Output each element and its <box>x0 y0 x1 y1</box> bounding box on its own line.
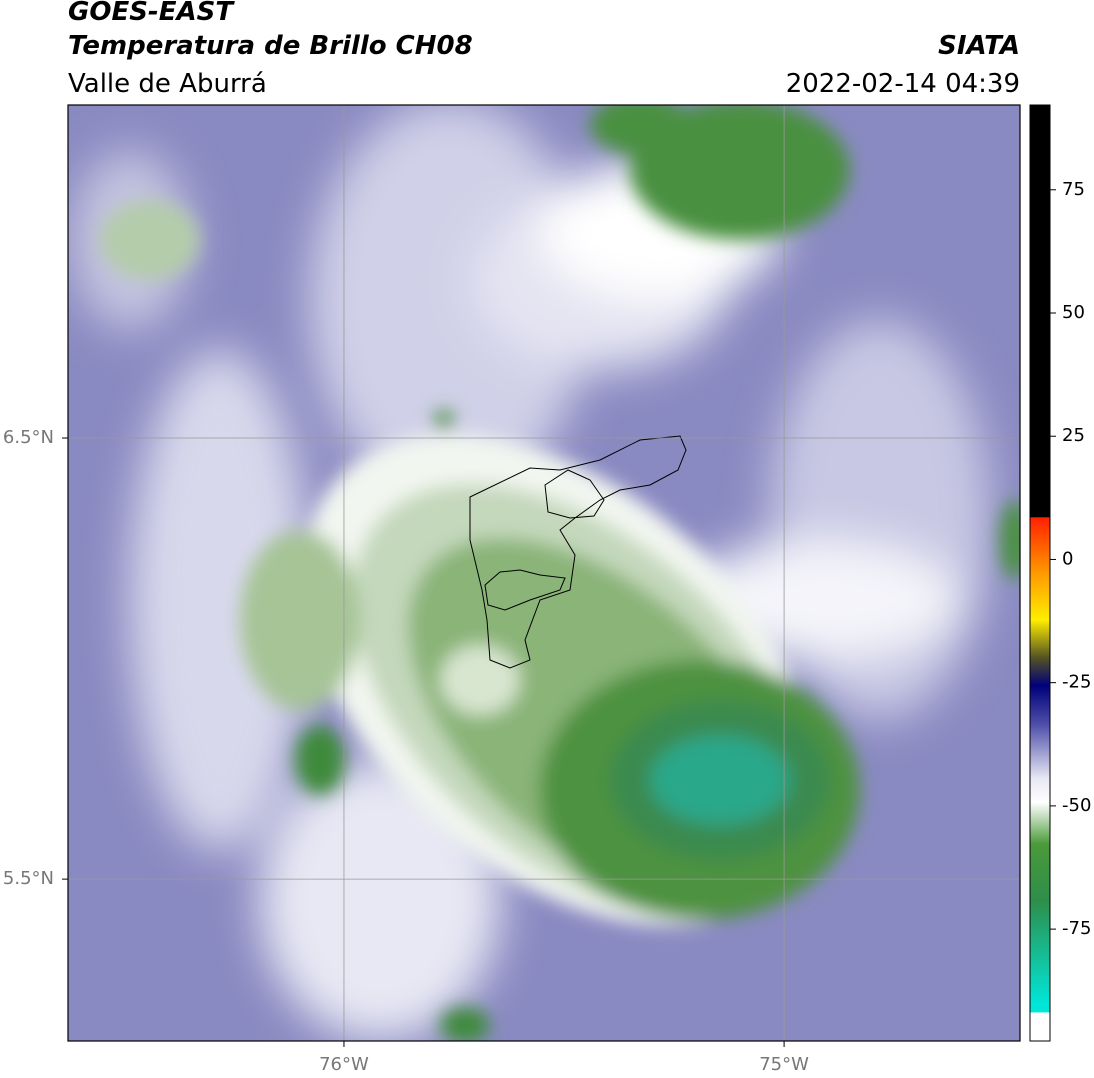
satellite-image <box>68 105 1020 1041</box>
y-tick-label: 5.5°N <box>3 868 54 889</box>
colorbar <box>1029 104 1051 1042</box>
colorbar-tick-label: 75 <box>1062 179 1085 200</box>
source: SIATA <box>938 31 1020 61</box>
colorbar-tick-label: -25 <box>1062 672 1091 693</box>
x-tick-label: 76°W <box>319 1054 369 1075</box>
datetime: 2022-02-14 04:39 <box>786 69 1020 99</box>
colorbar-tick-label: -50 <box>1062 795 1091 816</box>
map-frame <box>67 104 1021 1042</box>
region: Valle de Aburrá <box>68 69 267 99</box>
subtitle: Temperatura de Brillo CH08 <box>68 31 473 61</box>
y-tick-label: 6.5°N <box>3 427 54 448</box>
x-tick-label: 75°W <box>759 1054 809 1075</box>
colorbar-tick-label: 0 <box>1062 548 1073 569</box>
colorbar-tick-label: 50 <box>1062 302 1085 323</box>
colorbar-tick-label: 25 <box>1062 425 1085 446</box>
colorbar-tick-label: -75 <box>1062 918 1091 939</box>
title: GOES-EAST <box>68 0 235 27</box>
